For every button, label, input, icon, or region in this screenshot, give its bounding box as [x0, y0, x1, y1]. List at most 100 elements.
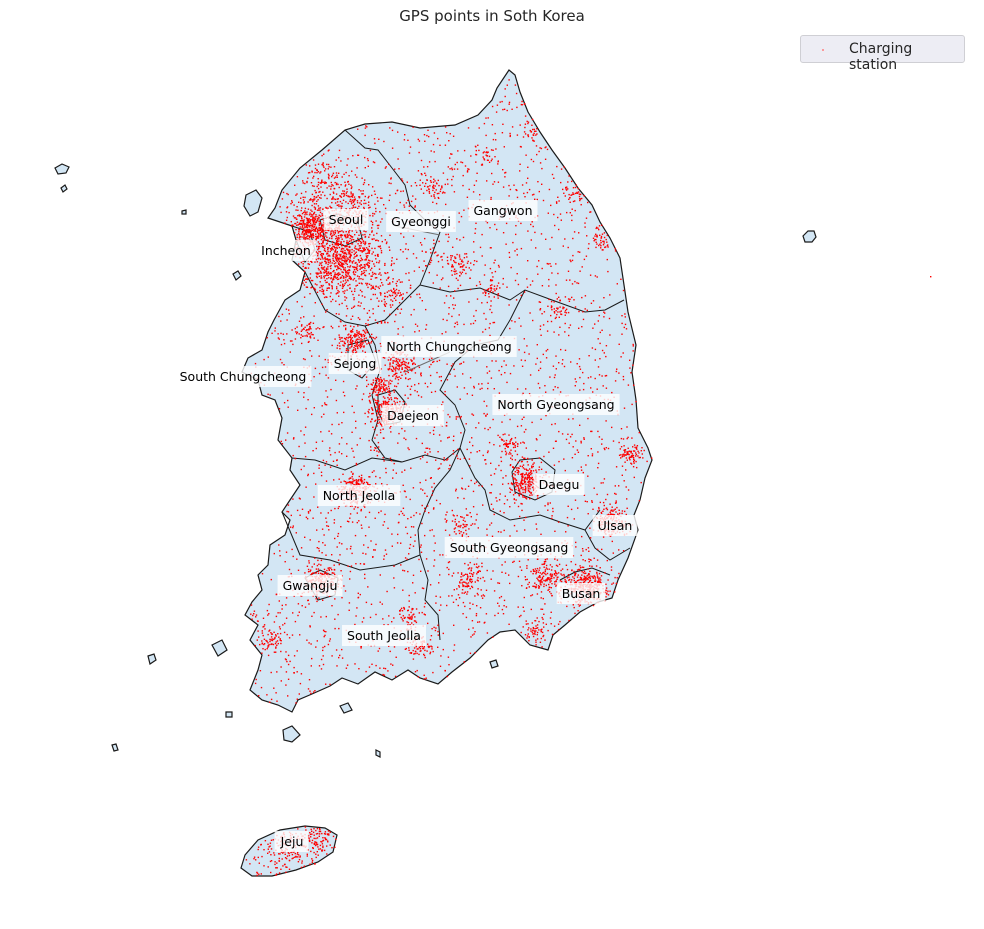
station-point: [334, 265, 336, 268]
station-point: [324, 247, 326, 250]
station-point: [565, 308, 568, 310]
station-point: [401, 427, 403, 430]
station-point: [471, 586, 474, 589]
station-point: [467, 536, 470, 538]
station-point: [319, 221, 322, 224]
station-point: [368, 309, 370, 312]
station-point: [400, 361, 402, 364]
station-point: [410, 369, 413, 371]
station-point: [324, 256, 326, 259]
station-point: [477, 144, 479, 146]
station-point: [349, 252, 351, 255]
station-point: [354, 206, 357, 208]
station-point: [266, 640, 268, 643]
station-point: [401, 368, 403, 370]
station-point: [576, 192, 579, 194]
station-point: [334, 181, 336, 184]
station-point: [395, 397, 397, 399]
station-point: [326, 309, 328, 311]
station-point: [349, 481, 351, 484]
station-point: [318, 250, 320, 253]
station-point: [393, 291, 395, 294]
station-point: [359, 265, 361, 267]
station-point: [340, 253, 342, 256]
station-point: [385, 403, 387, 405]
station-point: [575, 184, 577, 186]
station-point: [401, 618, 404, 620]
station-point: [288, 313, 290, 315]
station-point: [348, 268, 350, 271]
station-point: [635, 452, 637, 454]
station-point: [533, 630, 535, 632]
station-point: [616, 283, 618, 285]
station-point: [315, 239, 317, 241]
station-point: [459, 284, 462, 287]
station-point: [303, 229, 305, 231]
station-point: [535, 630, 537, 632]
station-point: [323, 832, 326, 835]
station-point: [591, 576, 594, 578]
station-point: [370, 383, 372, 385]
station-point: [351, 207, 353, 209]
station-point: [579, 368, 582, 370]
station-point: [476, 360, 478, 362]
station-point: [345, 275, 347, 277]
station-point: [363, 230, 365, 232]
station-point: [333, 269, 335, 272]
station-point: [322, 191, 324, 193]
station-point: [539, 309, 541, 311]
station-point: [372, 293, 374, 296]
station-point: [379, 388, 382, 390]
station-point: [356, 284, 359, 286]
station-point: [389, 234, 391, 236]
station-point: [409, 378, 411, 380]
station-point: [552, 510, 554, 513]
station-point: [492, 149, 494, 151]
station-point: [332, 230, 334, 232]
station-point: [327, 263, 329, 266]
station-point: [378, 405, 381, 407]
station-point: [268, 851, 271, 853]
station-point: [461, 534, 464, 536]
station-point: [520, 486, 523, 489]
station-point: [520, 492, 522, 495]
station-point: [299, 682, 302, 685]
station-point: [399, 610, 401, 612]
station-point: [616, 368, 618, 370]
station-point: [335, 249, 337, 251]
station-point: [535, 438, 538, 440]
station-point: [564, 311, 566, 313]
station-point: [337, 507, 339, 510]
station-point: [263, 865, 265, 867]
station-point: [366, 284, 368, 286]
station-point: [333, 246, 335, 248]
station-point: [326, 246, 329, 249]
station-point: [460, 516, 462, 518]
station-point: [351, 196, 354, 198]
station-point: [319, 172, 321, 174]
station-point: [358, 197, 361, 199]
station-point: [302, 220, 304, 222]
station-point: [514, 444, 516, 447]
station-point: [337, 243, 339, 245]
station-point: [509, 451, 511, 454]
station-point: [497, 293, 500, 295]
station-point: [328, 834, 330, 836]
station-point: [322, 253, 324, 255]
station-point: [356, 202, 359, 204]
station-point: [414, 616, 416, 618]
station-point: [530, 477, 533, 480]
station-point: [589, 565, 591, 567]
station-point: [352, 239, 355, 241]
station-point: [309, 626, 311, 628]
station-point: [313, 185, 315, 187]
station-point: [473, 563, 476, 566]
station-point: [566, 211, 568, 214]
station-point: [368, 283, 371, 285]
station-point: [495, 288, 498, 290]
station-point: [343, 480, 345, 482]
station-point: [409, 616, 411, 618]
station-point: [411, 615, 413, 617]
station-point: [614, 508, 616, 510]
station-point: [343, 190, 346, 192]
